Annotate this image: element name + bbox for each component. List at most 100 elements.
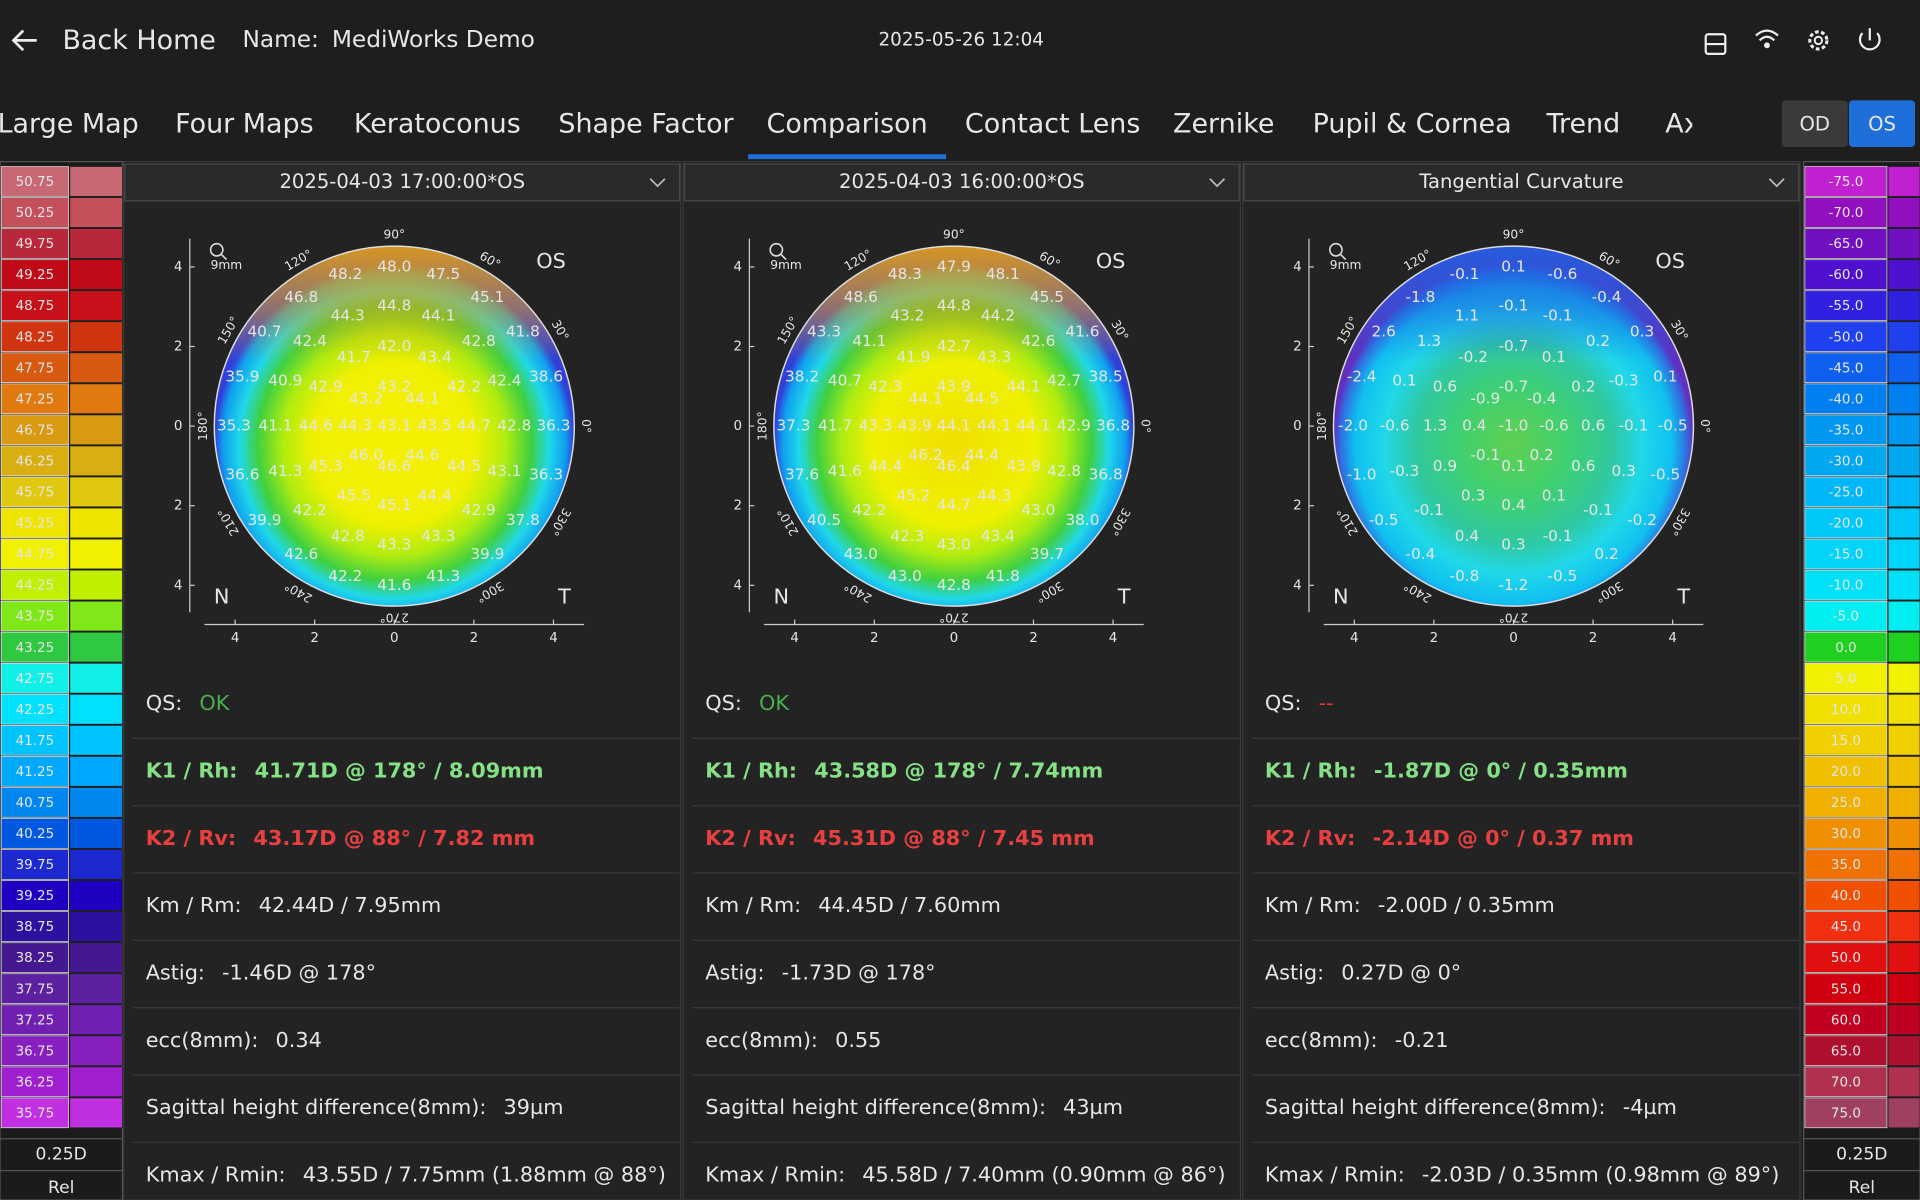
- zoom-icon[interactable]: [769, 242, 784, 257]
- map-value: 48.6: [844, 288, 878, 306]
- row-label: K1 / Rh:: [146, 758, 238, 782]
- scale-swatch: [69, 631, 123, 663]
- tab[interactable]: Four Maps: [175, 108, 314, 139]
- comparison-panel: Tangential Curvature44220022440°30°60°90…: [1242, 161, 1801, 1200]
- map-value: 42.3: [868, 377, 902, 395]
- map-value: 43.3: [858, 417, 892, 435]
- tab[interactable]: Pupil & Cornea: [1313, 108, 1512, 139]
- scale-label-cell: [0, 818, 69, 849]
- map-value: 44.4: [868, 457, 902, 475]
- back-button[interactable]: Back Home: [11, 25, 216, 56]
- map-value: -0.1: [1543, 306, 1573, 324]
- selector-box[interactable]: [1243, 163, 1800, 202]
- comparison-panel: 2025-04-03 16:00:00*OS44220022440°30°60°…: [682, 161, 1242, 1200]
- name-label: Name:: [242, 26, 318, 53]
- tab[interactable]: Trend: [1546, 108, 1621, 139]
- toggle-option[interactable]: OS: [1868, 112, 1896, 135]
- tab[interactable]: Zernike: [1173, 108, 1274, 139]
- scale-label-cell: [1804, 942, 1888, 973]
- map-angle-label: 90°: [943, 228, 965, 242]
- scale-swatch: [69, 662, 123, 694]
- icon-shape: [1764, 42, 1770, 49]
- tab[interactable]: Large Map: [0, 108, 139, 139]
- map-value: 0.3: [1612, 462, 1636, 480]
- selector-value[interactable]: 2025-04-03 16:00:00*OS: [839, 170, 1085, 193]
- tab[interactable]: Contact Lens: [965, 108, 1140, 139]
- zoom-icon[interactable]: [209, 242, 224, 257]
- scale-label: 49.25: [16, 268, 55, 283]
- scale-swatch: [69, 911, 123, 942]
- scale-swatch: [1887, 631, 1920, 663]
- map-value: 42.8: [1047, 462, 1081, 480]
- map-value: 47.5: [426, 265, 460, 283]
- scale-swatch: [1887, 911, 1920, 942]
- map-value: -0.5: [1650, 466, 1680, 484]
- scale-label: 38.75: [16, 920, 55, 935]
- settings-icon[interactable]: [1808, 30, 1829, 51]
- selector-value[interactable]: Tangential Curvature: [1418, 170, 1623, 193]
- map-value: 0.1: [1501, 457, 1525, 475]
- toggle-option-bg[interactable]: [1781, 100, 1848, 147]
- zoom-icon[interactable]: [1329, 242, 1343, 257]
- map-value: 43.0: [1021, 501, 1055, 519]
- scale-swatch: [1887, 787, 1920, 818]
- scale-label: 0.0: [1835, 641, 1856, 656]
- back-label[interactable]: Back Home: [62, 25, 215, 56]
- row-value: -0.21: [1395, 1028, 1449, 1052]
- scale-swatch: [69, 693, 123, 725]
- map-value: 44.6: [299, 417, 333, 435]
- scale-label-cell: [1804, 290, 1888, 321]
- scale-label: 41.25: [16, 765, 55, 780]
- toggle-option-bg[interactable]: [1848, 100, 1916, 147]
- map-value: 0.9: [1433, 457, 1457, 475]
- selector-value[interactable]: 2025-04-03 17:00:00*OS: [279, 170, 525, 193]
- info-row: K2 / Rv: 43.17D @ 88° / 7.82 mm: [146, 826, 535, 850]
- nasal-label: N: [1333, 585, 1349, 609]
- tab[interactable]: Keratoconus: [354, 108, 521, 139]
- map-value: 46.2: [909, 446, 943, 464]
- tab[interactable]: Ax: [1665, 108, 1699, 139]
- map-value: 0.6: [1571, 457, 1595, 475]
- print-icon[interactable]: [1704, 33, 1727, 55]
- scale-label: -25.0: [1829, 486, 1864, 501]
- scale-label: 36.25: [16, 1075, 55, 1090]
- scale-swatch: [1887, 476, 1920, 508]
- info-row: Astig: 0.27D @ 0°: [1265, 960, 1461, 984]
- map-value: 45.1: [377, 496, 411, 514]
- tab[interactable]: Shape Factor: [558, 108, 734, 139]
- scale-swatch: [1887, 507, 1920, 539]
- map-value: 44.1: [421, 306, 455, 324]
- info-row: K1 / Rh: 41.71D @ 178° / 8.09mm: [146, 758, 544, 782]
- map-value: 44.4: [418, 486, 452, 504]
- zoom-icon: [780, 254, 787, 261]
- map-value: 0.3: [1501, 535, 1525, 553]
- scale-label: 50.0: [1831, 951, 1861, 966]
- tab[interactable]: Comparison: [767, 108, 928, 139]
- toggle-option[interactable]: OD: [1799, 112, 1830, 135]
- scale-swatch: [1887, 973, 1920, 1004]
- row-label: Km / Rm:: [705, 893, 801, 917]
- scale-label-cell: [0, 600, 69, 632]
- scale-swatch: [1887, 383, 1920, 415]
- scale-swatch: [69, 290, 123, 321]
- scale-swatch: [69, 321, 123, 352]
- selector-box[interactable]: [683, 163, 1240, 202]
- scale-label-cell: [0, 166, 69, 197]
- row-value: 45.58D / 7.40mm (0.90mm @ 86°): [862, 1163, 1225, 1187]
- corneal-map-top: [1333, 246, 1694, 607]
- selector-box[interactable]: [124, 163, 681, 202]
- map-value: 44.1: [1007, 377, 1041, 395]
- power-icon[interactable]: [1858, 28, 1881, 51]
- zoom-label: 9mm: [770, 258, 802, 272]
- map-value: 41.1: [852, 332, 886, 350]
- map-x-tick-label: 2: [870, 631, 879, 646]
- map-value: 45.2: [896, 486, 930, 504]
- row-value: 43.17D @ 88° / 7.82 mm: [253, 826, 535, 850]
- scale-label: 45.0: [1831, 920, 1861, 935]
- row-label: QS:: [1265, 691, 1302, 715]
- scale-label-cell: [0, 259, 69, 290]
- wifi-icon[interactable]: [1755, 29, 1779, 49]
- map-value: -0.4: [1592, 288, 1622, 306]
- map-value: 40.9: [268, 371, 302, 389]
